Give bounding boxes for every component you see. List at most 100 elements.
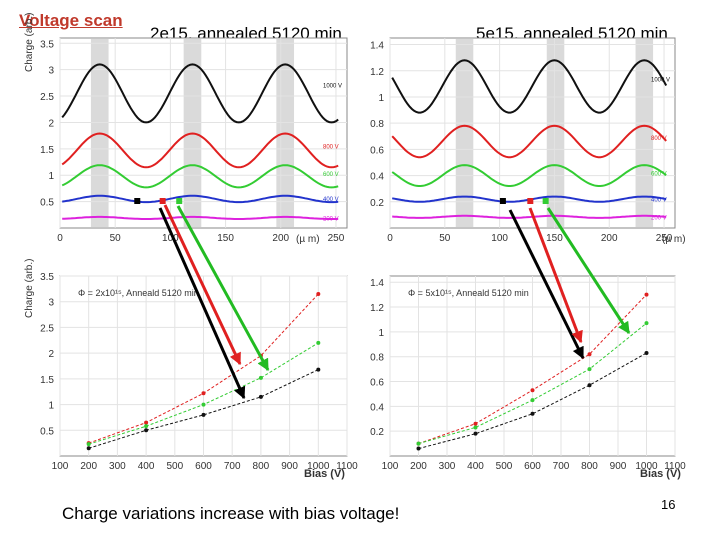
data-point: [416, 446, 421, 451]
plot-annotation: Φ = 5x10¹⁵, Anneald 5120 min: [408, 288, 529, 298]
x-tick-label: 100: [382, 461, 399, 472]
data-point: [258, 375, 263, 380]
y-tick-label: 3: [48, 66, 54, 77]
x-tick-label: 600: [195, 461, 212, 472]
arrow-black-right: [508, 209, 585, 360]
slide-title: Voltage scan: [19, 11, 123, 30]
y-tick-label: 1: [48, 171, 54, 182]
annotation-arrows: [158, 204, 631, 400]
x-tick-label: 600: [524, 461, 541, 472]
y-tick-label: 0.8: [370, 353, 384, 364]
y-tick-label: 0.4: [370, 402, 384, 413]
series-label: 400 V: [323, 197, 339, 203]
data-point: [201, 412, 206, 417]
x-tick-label: 100: [52, 461, 69, 472]
series-line-1000V: [61, 63, 339, 124]
position-marker-1000V: [499, 198, 506, 204]
data-point: [473, 425, 478, 430]
series-line-400V: [62, 194, 339, 204]
position-marker-600V: [542, 198, 549, 204]
x-tick-label: 900: [610, 461, 627, 472]
x-tick-label: 250: [656, 233, 673, 244]
data-point: [644, 321, 649, 326]
x-tick-label: 200: [80, 461, 97, 472]
y-tick-label: 3: [48, 298, 54, 309]
data-point: [144, 424, 149, 429]
x-tick-label: 0: [387, 233, 393, 244]
data-point: [201, 391, 206, 396]
x-tick-label: 50: [110, 233, 122, 244]
x-tick-label: 200: [601, 233, 618, 244]
x-tick-label: 800: [581, 461, 598, 472]
series-label: 600 V: [651, 171, 667, 177]
series-line-600V: [391, 164, 667, 187]
data-point: [416, 441, 421, 446]
x-tick-label: 200: [410, 461, 427, 472]
caption: Charge variations increase with bias vol…: [62, 504, 400, 523]
x-tick-label: 300: [109, 461, 126, 472]
y-tick-label: 2.5: [40, 323, 54, 334]
y-tick-label: 1.2: [370, 303, 384, 314]
y-tick-label: 1.4: [370, 41, 384, 52]
y-tick-label: 0.6: [370, 378, 384, 389]
data-point: [144, 428, 149, 433]
y-tick-label: 1: [378, 93, 384, 104]
bias-2e15-panel: 0.5 1 1.5 2 2.5 3 3.5 100 200 300 400 500 600 700 800 9…: [24, 259, 358, 480]
data-point: [86, 442, 91, 447]
series-line-200V: [62, 215, 339, 220]
x-tick-label: 900: [281, 461, 298, 472]
x-tick-label: 250: [328, 233, 345, 244]
series-label: 400 V: [651, 197, 667, 203]
x-tick-label: 800: [253, 461, 270, 472]
y-tick-label: 3.5: [40, 272, 54, 283]
y-tick-label: 2.5: [40, 92, 54, 103]
y-tick-label: 0.4: [370, 172, 384, 183]
data-point: [587, 352, 592, 357]
xlabel: Bias (V): [640, 468, 681, 480]
position-marker-1000V: [134, 198, 141, 204]
xlabel: (µ m): [296, 234, 320, 245]
data-point: [644, 350, 649, 355]
arrow-green-left: [176, 205, 270, 372]
position-marker-800V: [159, 198, 166, 204]
y-tick-label: 0.2: [370, 198, 384, 209]
y-tick-label: 1.5: [40, 375, 54, 386]
data-point: [316, 340, 321, 345]
x-tick-label: 400: [138, 461, 155, 472]
series-label: 1000 V: [323, 84, 342, 90]
bias-5e15-panel: 0.2 0.4 0.6 0.8 1 1.2 1.4 100 200 300 400 500 600 700…: [370, 275, 686, 480]
series-label: 800 V: [323, 144, 339, 150]
y-tick-label: 0.2: [370, 427, 384, 438]
data-point: [644, 292, 649, 297]
data-point: [587, 383, 592, 388]
scan-5e15-panel: 1000 V 800 V 600 V 400 V 200 V 0.2 0.4 0.6 0.8 1 1…: [370, 37, 686, 245]
y-tick-label: 3.5: [40, 39, 54, 50]
data-point: [258, 394, 263, 399]
x-tick-label: 500: [166, 461, 183, 472]
series-label: 200 V: [323, 217, 339, 223]
data-point: [530, 411, 535, 416]
xlabel: Bias (V): [304, 468, 345, 480]
x-tick-label: 1100: [664, 461, 686, 472]
data-point: [530, 398, 535, 403]
data-point: [201, 402, 206, 407]
x-tick-label: 150: [217, 233, 234, 244]
y-tick-label: 1.5: [40, 145, 54, 156]
data-point: [587, 367, 592, 372]
arrow-black-left: [158, 207, 246, 400]
page-number: 16: [661, 497, 676, 512]
plot-annotation: Φ = 2x10¹⁵, Anneald 5120 min: [78, 288, 199, 298]
y-tick-label: 0.8: [370, 119, 384, 130]
x-tick-label: 700: [224, 461, 241, 472]
x-tick-label: 1000: [635, 461, 658, 472]
y-tick-label: 2: [48, 349, 54, 360]
y-tick-label: 0.6: [370, 145, 384, 156]
series-label: 200 V: [651, 216, 667, 222]
ylabel: Charge (arb.): [24, 13, 35, 72]
x-tick-label: 50: [439, 233, 451, 244]
arrow-green-right: [546, 207, 631, 335]
y-tick-label: 1.2: [370, 67, 384, 78]
x-tick-label: 150: [546, 233, 563, 244]
series-label: 1000 V: [651, 78, 670, 84]
data-point: [316, 367, 321, 372]
